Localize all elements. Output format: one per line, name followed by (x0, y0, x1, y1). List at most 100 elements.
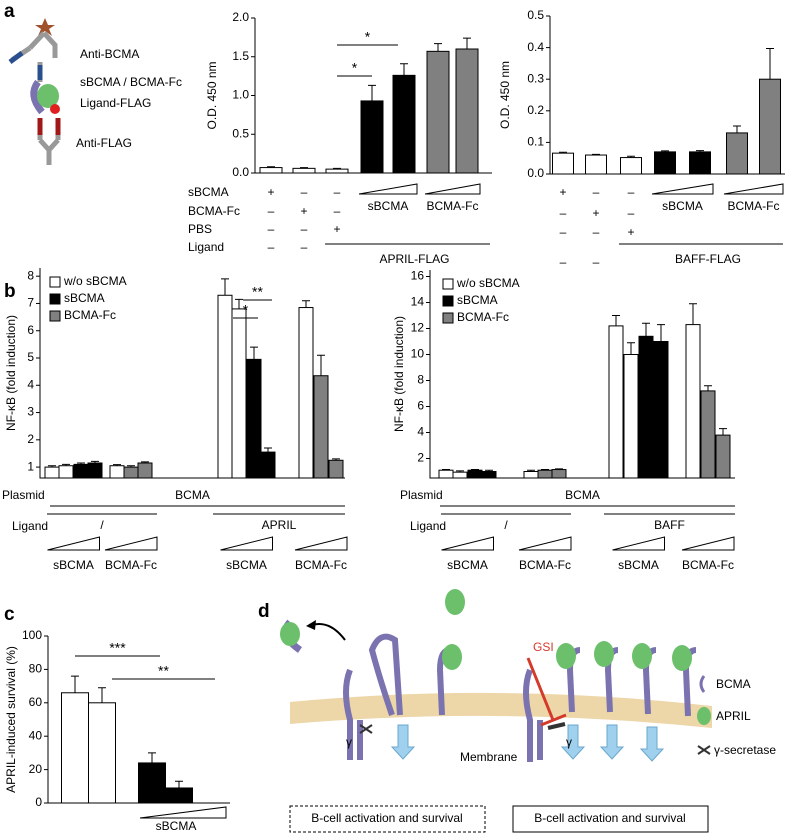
error-bar (442, 469, 450, 471)
condition-mark: + (333, 222, 340, 236)
condition-mark: – (334, 204, 341, 218)
y-tick-label: 1 (27, 459, 34, 473)
y-tick-label: 5 (27, 350, 34, 364)
legend-label: w/o sBCMA (63, 274, 127, 288)
bar (73, 463, 89, 479)
error-bar (733, 125, 741, 133)
ligand-label: / (100, 518, 104, 532)
plasmid-name: Plasmid (2, 488, 45, 502)
plasmid-label: BCMA (565, 488, 600, 502)
bar (426, 50, 450, 174)
y-tick-label: 0.4 (527, 40, 544, 54)
error-bar (463, 37, 471, 49)
plasmid-name: Plasmid (400, 488, 443, 502)
condition-name: Ligand (188, 240, 224, 254)
legend-swatch (442, 278, 454, 290)
bar (313, 375, 329, 479)
condition-mark: – (593, 225, 600, 239)
group-label: sBCMA (368, 199, 409, 213)
error-bar (302, 300, 310, 308)
bar (88, 702, 116, 804)
error-bar (704, 385, 712, 391)
y-axis-label: NF-κB (fold induction) (4, 315, 18, 431)
legend-label: sBCMA (457, 293, 498, 307)
condition-mark: – (301, 240, 308, 254)
dose-wedge (681, 536, 735, 551)
y-tick-label: 14 (411, 295, 425, 309)
y-tick-label: 16 (411, 269, 425, 283)
plasmid-label: BCMA (175, 488, 210, 502)
bar (231, 308, 247, 479)
legend-swatch (442, 312, 454, 324)
condition-name: BCMA-Fc (188, 204, 240, 218)
error-bar (333, 167, 341, 170)
condition-mark: – (334, 185, 341, 199)
schematic: Anti-BCMA sBCMA / BCMA-Fc Ligand-FLAG An… (8, 18, 182, 165)
bar (109, 465, 125, 479)
diagram-legend-label: γ-secretase (714, 743, 776, 757)
y-tick-label: 8 (417, 373, 424, 387)
condition-mark: – (268, 204, 275, 218)
error-bar (267, 166, 275, 168)
error-bar (221, 278, 229, 296)
y-tick-label: 6 (417, 399, 424, 413)
dose-wedge (651, 183, 714, 195)
error-bar (148, 752, 156, 763)
y-tick-label: 0.5 (232, 126, 249, 140)
bar (653, 341, 669, 479)
axes (549, 16, 785, 175)
condition-mark: – (593, 185, 600, 199)
error-bar (48, 465, 56, 468)
y-tick-label: 40 (29, 728, 43, 742)
group-label: sBCMA (447, 558, 488, 572)
error-bar (541, 469, 549, 471)
bar (551, 469, 567, 479)
mechanism-diagram: GSI BCMA APRIL γ-secretase Membrane γ γ … (280, 589, 776, 833)
dose-wedge (723, 183, 784, 195)
y-tick-label: 0.0 (232, 165, 249, 179)
error-bar (657, 324, 665, 342)
y-tick-label: 80 (29, 662, 43, 676)
significance-label: * (365, 29, 371, 45)
y-tick-label: 2 (27, 432, 34, 446)
y-tick-label: 0.5 (527, 8, 544, 22)
y-tick-label: 1.0 (232, 88, 249, 102)
panel-label: a (4, 1, 15, 22)
bar (467, 469, 483, 479)
condition-mark: – (593, 255, 600, 269)
condition-mark: – (628, 206, 635, 220)
error-bar (91, 460, 99, 463)
significance-label: * (352, 60, 358, 76)
error-bar (719, 428, 727, 436)
error-bar (235, 298, 243, 309)
error-bar (559, 151, 567, 154)
error-bar (627, 342, 635, 355)
bar (585, 154, 607, 175)
group-label: BCMA-Fc (427, 199, 479, 213)
error-bar (127, 465, 135, 468)
gamma-label: γ (346, 735, 352, 749)
bar (715, 434, 731, 479)
error-bar (141, 461, 149, 463)
bar (638, 335, 654, 479)
outcome-label: B-cell activation and survival (311, 811, 462, 825)
bar (44, 466, 60, 479)
y-tick-label: 4 (27, 377, 34, 391)
group-label: BCMA-Fc (682, 558, 734, 572)
condition-mark: – (560, 206, 567, 220)
y-tick-label: 6 (27, 323, 34, 337)
condition-mark: – (560, 255, 567, 269)
error-bar (612, 315, 620, 326)
bar (137, 462, 153, 479)
condition-mark: + (267, 185, 274, 199)
y-tick-label: 3 (27, 405, 34, 419)
error-bar (592, 153, 600, 156)
dose-wedge (424, 183, 481, 195)
x-axis-label: sBCMA (156, 819, 197, 833)
ligand-name: Ligand (410, 519, 446, 533)
error-bar (485, 469, 493, 472)
bar (360, 100, 384, 174)
bar (685, 324, 701, 479)
y-tick-label: 10 (411, 347, 425, 361)
